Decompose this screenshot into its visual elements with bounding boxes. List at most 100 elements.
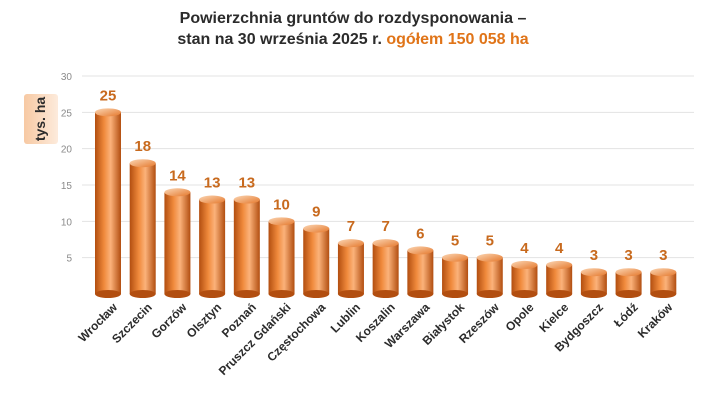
- bar-base: [580, 290, 607, 298]
- bar-body: [615, 272, 642, 294]
- bar-cap: [337, 239, 364, 248]
- y-axis-label: tys. ha: [32, 97, 48, 142]
- bar-base: [650, 290, 677, 298]
- bar-cap: [476, 253, 503, 262]
- category-labels: WrocławSzczecinGorzówOlsztynPoznańPruszc…: [75, 300, 675, 378]
- value-label: 3: [590, 247, 598, 264]
- bar-base: [303, 290, 330, 298]
- bar-body: [580, 272, 607, 294]
- bar: [476, 253, 503, 298]
- bar: [337, 239, 364, 298]
- bar-base: [199, 290, 226, 298]
- chart-title-total: ogółem 150 058 ha: [386, 31, 529, 48]
- value-label: 13: [204, 175, 221, 192]
- y-axis-ticks: 5 10 15 20 25 30: [61, 72, 73, 265]
- bar-cap: [650, 268, 677, 277]
- chart-title-date: stan na 30 września 2025 r.: [177, 31, 382, 48]
- bar-body: [199, 199, 226, 294]
- bar: [650, 268, 677, 298]
- bar-cap: [303, 224, 330, 233]
- bars: [95, 108, 677, 298]
- value-label: 7: [347, 218, 355, 235]
- bar-cap: [233, 195, 260, 204]
- y-tick-label: 10: [61, 217, 73, 228]
- value-label: 3: [659, 247, 667, 264]
- bar: [268, 217, 295, 298]
- bar-body: [129, 163, 156, 294]
- value-labels: 25 18 14 13 13 10 9 7 7 6 5 5 4 4 3 3 3: [100, 87, 668, 264]
- bar-base: [268, 290, 295, 298]
- bar-body: [164, 192, 191, 294]
- bar-cap: [442, 253, 469, 262]
- y-tick-label: 25: [61, 108, 73, 119]
- bar-body: [95, 112, 121, 294]
- bar: [511, 260, 538, 298]
- bar-body: [442, 257, 469, 294]
- bar-base: [615, 290, 642, 298]
- bar-body: [476, 257, 503, 294]
- y-tick-label: 30: [61, 72, 73, 83]
- bar: [442, 253, 469, 298]
- bar-base: [233, 290, 260, 298]
- category-label: Olsztyn: [184, 300, 225, 341]
- bar-base: [511, 290, 538, 298]
- category-label: Kraków: [635, 300, 676, 341]
- bar: [407, 246, 434, 298]
- bar-base: [164, 290, 191, 298]
- value-label: 25: [100, 87, 117, 104]
- bar-cap: [407, 246, 434, 255]
- bar: [615, 268, 642, 298]
- y-axis-label-box: tys. ha: [24, 94, 58, 144]
- bar-cap: [129, 159, 156, 168]
- bar-base: [129, 290, 156, 298]
- bar-base: [476, 290, 503, 298]
- bar-body: [511, 264, 538, 294]
- bar: [303, 224, 330, 298]
- value-label: 13: [238, 175, 255, 192]
- y-tick-label: 15: [61, 181, 73, 192]
- bar-body: [546, 264, 573, 294]
- value-label: 10: [273, 196, 290, 213]
- value-label: 3: [624, 247, 632, 264]
- y-tick-label: 20: [61, 145, 73, 156]
- value-label: 6: [416, 225, 424, 242]
- bar: [164, 188, 191, 298]
- bar-cap: [372, 239, 399, 248]
- bar-base: [407, 290, 434, 298]
- chart-title-line2: stan na 30 września 2025 r. ogółem 150 0…: [0, 29, 706, 50]
- bar-cap: [546, 260, 573, 269]
- bar-cap: [615, 268, 642, 277]
- bar-cap: [511, 260, 538, 269]
- bar-cap: [95, 108, 121, 117]
- value-label: 5: [451, 233, 459, 250]
- bar-body: [268, 221, 295, 294]
- bar-base: [546, 290, 573, 298]
- bar-body: [337, 243, 364, 294]
- value-label: 14: [169, 167, 186, 184]
- bar-cap: [268, 217, 295, 226]
- category-label: Łódź: [611, 300, 641, 330]
- value-label: 5: [486, 233, 494, 250]
- bar-base: [442, 290, 469, 298]
- bar-body: [303, 228, 330, 294]
- value-label: 4: [555, 240, 564, 257]
- bar-body: [372, 243, 399, 294]
- bar: [233, 195, 260, 298]
- bar-base: [95, 290, 121, 298]
- bar: [580, 268, 607, 298]
- chart-title-line1: Powierzchnia gruntów do rozdysponowania …: [179, 10, 527, 27]
- category-label: Opole: [503, 300, 537, 334]
- chart-title: Powierzchnia gruntów do rozdysponowania …: [0, 8, 706, 50]
- bar-cap: [164, 188, 191, 197]
- bar: [199, 195, 226, 298]
- bar-cap: [580, 268, 607, 277]
- bar: [372, 239, 399, 298]
- bar-body: [407, 250, 434, 294]
- bar: [95, 108, 121, 298]
- category-label: Gorzów: [149, 300, 190, 341]
- value-label: 9: [312, 204, 320, 221]
- y-tick-label: 5: [66, 254, 72, 265]
- bar-body: [650, 272, 677, 294]
- value-label: 4: [520, 240, 529, 257]
